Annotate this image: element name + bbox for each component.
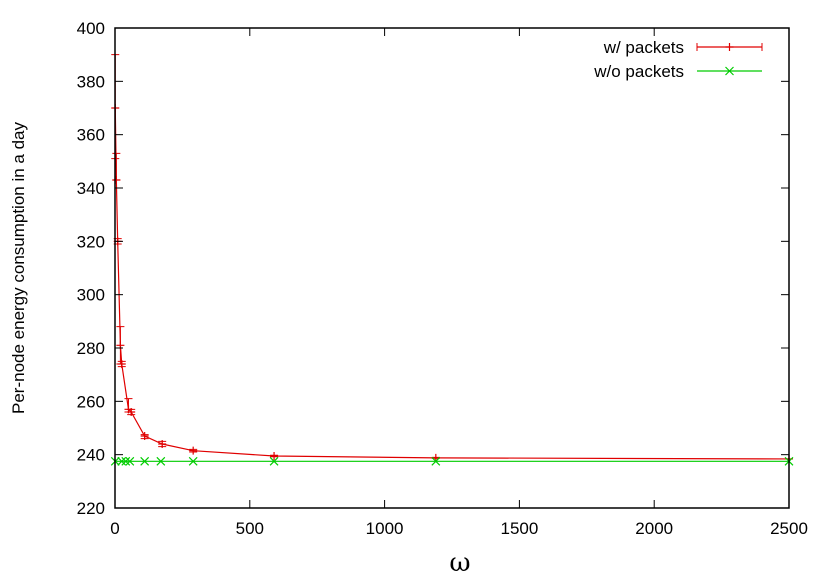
x-tick-label: 0 (110, 519, 119, 538)
x-tick-label: 1000 (366, 519, 404, 538)
series-1 (111, 54, 793, 463)
x-tick-label: 500 (236, 519, 264, 538)
y-tick-label: 360 (77, 126, 105, 145)
data-point (125, 456, 135, 466)
legend-error-cap (696, 43, 763, 51)
data-point (156, 456, 166, 466)
y-axis-label: Per-node energy consumption in a day (9, 121, 28, 414)
data-point (270, 452, 279, 460)
data-point (127, 408, 136, 416)
data-point (140, 456, 150, 466)
y-tick-label: 280 (77, 339, 105, 358)
series-layer (110, 54, 794, 466)
data-point (117, 456, 127, 466)
x-tick-label: 1500 (500, 519, 538, 538)
y-tick-label: 400 (77, 19, 105, 38)
series-2 (110, 456, 794, 466)
legend-marker (725, 66, 734, 76)
y-tick-label: 320 (77, 232, 105, 251)
y-tick-label: 240 (77, 446, 105, 465)
data-point (188, 456, 198, 466)
legend-label: w/ packets (603, 38, 684, 57)
x-tick-label: 2500 (770, 519, 808, 538)
data-point (431, 456, 441, 466)
data-point (189, 446, 198, 455)
data-point (140, 432, 149, 440)
y-tick-label: 300 (77, 286, 105, 305)
data-point (121, 456, 131, 466)
plot-frame (114, 27, 790, 509)
legend-entry: w/ packets (603, 38, 763, 57)
axis-layer: 0 500 1000 1500 2000 2500 220 240 260 280 300 320 34… (9, 19, 808, 578)
y-tick-label: 260 (77, 392, 105, 411)
legend-marker (725, 43, 734, 51)
x-axis-label: ω (449, 548, 470, 578)
data-point (158, 440, 167, 448)
y-tick-label: 380 (77, 72, 105, 91)
y-tick-label: 220 (77, 499, 105, 518)
legend-entry: w/o packets (593, 62, 762, 81)
legend: w/ packets w/o packets (593, 38, 763, 81)
data-point (117, 360, 126, 368)
x-tick-label: 2000 (635, 519, 673, 538)
y-tick-label: 340 (77, 179, 105, 198)
data-point (112, 176, 121, 184)
legend-label: w/o packets (593, 62, 684, 81)
series-line (114, 107, 790, 460)
data-point (269, 456, 279, 466)
